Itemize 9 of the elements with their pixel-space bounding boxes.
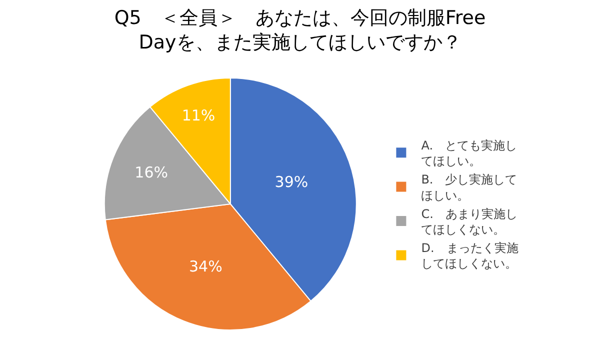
- data-label: 16%: [134, 164, 168, 182]
- chart-title: Q5 ＜全員＞ あなたは、今回の制服Free Dayを、また実施してほしいですか？: [114, 6, 486, 54]
- data-label: 34%: [189, 257, 222, 276]
- data-label: 39%: [274, 173, 308, 192]
- legend-label: D. まったく実施してほしくない。: [421, 241, 518, 271]
- legend-label: B. 少し実施してほしい。: [421, 172, 518, 202]
- data-label: 11%: [182, 106, 216, 124]
- legend-label: C. あまり実施してほしくない。: [421, 206, 518, 236]
- legend-label: A. とても実施してほしい。: [421, 138, 518, 168]
